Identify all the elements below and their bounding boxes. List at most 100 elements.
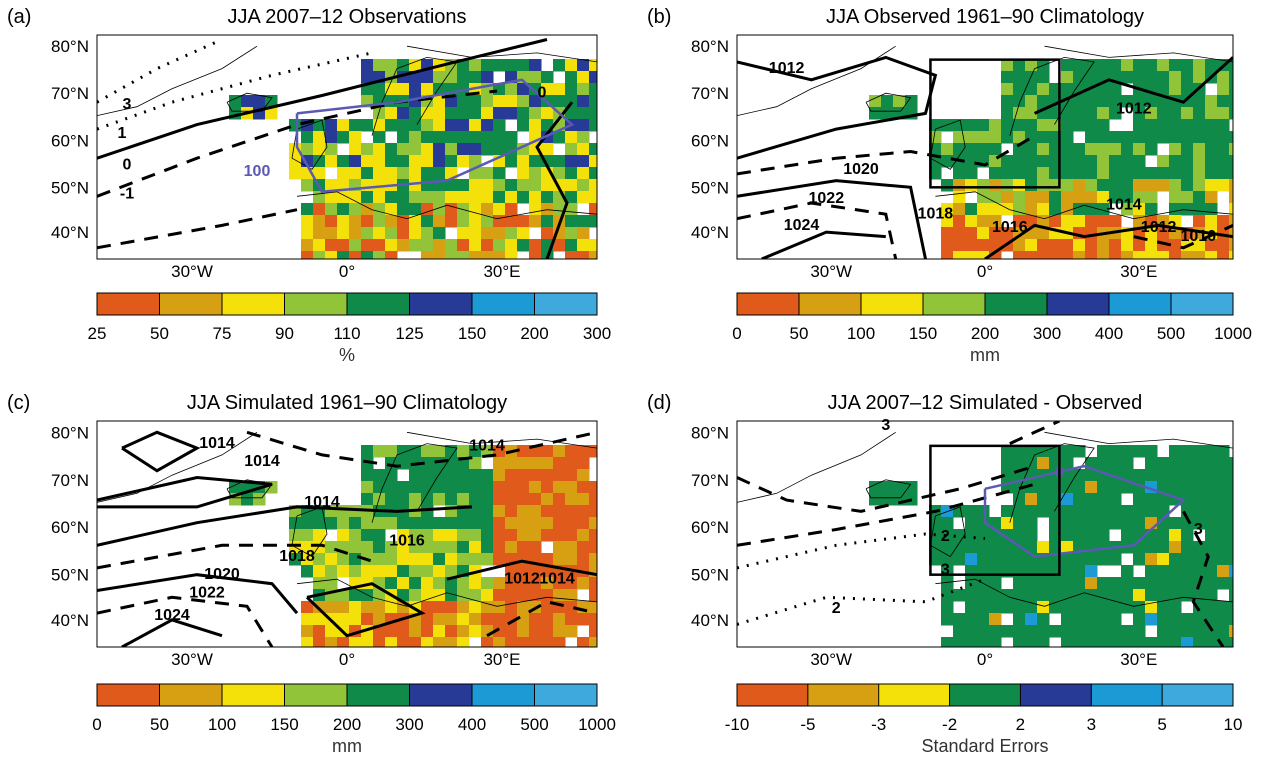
field-cell (1169, 167, 1182, 180)
field-cell (1061, 71, 1074, 84)
field-cell (1085, 469, 1098, 482)
field-cell (965, 589, 978, 602)
field-cell (421, 517, 434, 530)
field-cell (1157, 457, 1170, 470)
panel-title: JJA 2007–12 Observations (227, 6, 466, 28)
field-cell (397, 637, 410, 647)
field-cell (421, 131, 434, 144)
field-cell (433, 239, 446, 252)
field-cell (1037, 613, 1050, 626)
field-cell (1217, 155, 1230, 168)
field-cell (1145, 119, 1158, 132)
field-cell (349, 529, 362, 542)
lat-tick-label: 70°N (691, 84, 729, 103)
field-cell (409, 107, 422, 120)
contour-label: 1024 (784, 217, 820, 234)
field-cell (589, 107, 597, 120)
field-cell (565, 59, 578, 72)
field-cell (361, 613, 374, 626)
colorbar-tick-label: 75 (213, 324, 232, 343)
field-cell (1025, 613, 1038, 626)
field-cell (565, 179, 578, 192)
field-cell (301, 601, 314, 614)
field-cell (1169, 625, 1182, 638)
field-cell (457, 71, 470, 84)
field-cell (1193, 215, 1206, 228)
field-cell (397, 191, 410, 204)
colorbar-segment (737, 293, 799, 315)
field-cell (1085, 143, 1098, 156)
field-cell (1001, 541, 1014, 554)
field-cell (445, 251, 458, 259)
field-cell (529, 155, 542, 168)
field-cell (577, 83, 590, 96)
field-cell (1181, 95, 1194, 108)
field-cell (1157, 541, 1170, 554)
field-cell (493, 577, 506, 590)
field-cell (457, 493, 470, 506)
field-cell (1109, 239, 1122, 252)
field-cell (989, 131, 1002, 144)
field-cell (553, 445, 566, 458)
field-cell (1013, 493, 1026, 506)
field-cell (1193, 203, 1206, 216)
field-cell (541, 227, 554, 240)
field-cell (1133, 107, 1146, 120)
field-cell (397, 215, 410, 228)
field-cell (1001, 203, 1014, 216)
field-cell (421, 239, 434, 252)
field-cell (517, 457, 530, 470)
field-cell (397, 203, 410, 216)
field-cell (1049, 203, 1062, 216)
field-cell (565, 577, 578, 590)
field-cell (433, 517, 446, 530)
field-cell (1109, 457, 1122, 470)
field-cell (553, 83, 566, 96)
field-cell (1229, 95, 1233, 108)
field-cell (1157, 179, 1170, 192)
field-cell (409, 481, 422, 494)
field-cell (409, 83, 422, 96)
iceland-coast (226, 92, 273, 112)
field-cell (337, 251, 350, 259)
field-cell (1181, 119, 1194, 132)
field-cell (989, 613, 1002, 626)
field-cell (1229, 155, 1233, 168)
colorbar: 25 50 75 90 110 125 150 200 300% (88, 292, 611, 365)
field-cell (457, 107, 470, 120)
field-cell (301, 143, 314, 156)
field-cell (1001, 107, 1014, 120)
field-cell (989, 227, 1002, 240)
field-cell (373, 251, 386, 259)
field-cell (965, 637, 978, 647)
field-cell (1061, 565, 1074, 578)
field-cell (421, 167, 434, 180)
colorbar-segment (159, 684, 222, 706)
panel-letter: (d) (647, 392, 671, 414)
field-cell (589, 493, 597, 506)
field-cell (493, 493, 506, 506)
field-cell (941, 577, 954, 590)
field-cell (1037, 179, 1050, 192)
field-cell (469, 155, 482, 168)
mediterranean-coast (935, 191, 1233, 220)
field-cell (241, 95, 254, 108)
field-cell (421, 541, 434, 554)
field-cell (541, 601, 554, 614)
field-cell (1205, 119, 1218, 132)
field-cell (481, 505, 494, 518)
colorbar-segment (409, 684, 472, 706)
field-cell (469, 493, 482, 506)
field-cell (1229, 457, 1233, 470)
field-cell (229, 481, 242, 494)
field-cell (553, 517, 566, 530)
field-cell (517, 589, 530, 602)
field-cell (1217, 481, 1230, 494)
field-cell (325, 131, 338, 144)
field-cell (337, 203, 350, 216)
lon-tick-label: 30°E (483, 650, 520, 669)
map-frame (736, 34, 1234, 260)
analysis-region-box (929, 58, 1061, 189)
field-cell (1073, 481, 1086, 494)
field-cell (373, 143, 386, 156)
